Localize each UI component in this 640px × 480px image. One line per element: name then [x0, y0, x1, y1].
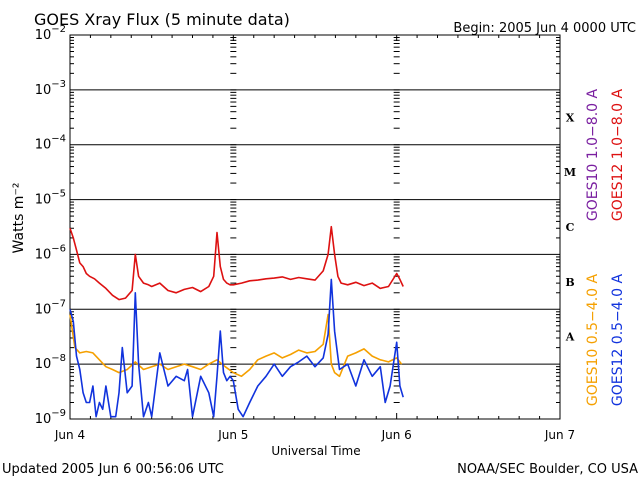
x-tick-label: Jun 5 — [217, 428, 248, 442]
series-line — [69, 278, 404, 418]
y-tick-label: 10−8 — [35, 353, 66, 372]
y-axis-tick-labels: 10−9 10−8 10−7 10−6 10−5 10−4 10−3 10−2 — [35, 24, 66, 427]
flare-class-label: C — [566, 221, 575, 234]
legend-entry: GOES10 1.0−8.0 A — [585, 89, 601, 222]
x-tick-label: Jun 6 — [381, 428, 412, 442]
plot-area — [69, 34, 561, 420]
x-tick-label: Jun 4 — [54, 428, 85, 442]
chart-title: GOES Xray Flux (5 minute data) — [34, 10, 290, 29]
source-credit: NOAA/SEC Boulder, CO USA — [457, 462, 638, 477]
series-line — [69, 225, 404, 301]
legend: GOES10 1.0−8.0 A GOES12 1.0−8.0 A GOES10 0… — [585, 89, 626, 407]
flare-class-label: A — [565, 331, 575, 344]
x-tick-label: Jun 7 — [544, 428, 575, 442]
y-tick-label: 10−3 — [35, 79, 66, 98]
updated-timestamp: Updated 2005 Jun 6 00:56:06 UTC — [2, 462, 224, 477]
legend-entry: GOES10 0.5−4.0 A — [585, 274, 601, 407]
x-axis-label: Universal Time — [271, 444, 360, 458]
y-tick-label: 10−4 — [35, 134, 66, 153]
y-tick-label: 10−2 — [35, 24, 66, 43]
grid — [69, 35, 561, 420]
series-layer — [69, 225, 404, 418]
flare-class-label: X — [566, 111, 575, 124]
y-tick-label: 10−6 — [35, 243, 66, 262]
legend-entry: GOES12 1.0−8.0 A — [610, 89, 626, 222]
flare-class-label: B — [565, 276, 574, 289]
begin-date: Begin: 2005 Jun 4 0000 UTC — [453, 21, 636, 36]
legend-entry: GOES12 0.5−4.0 A — [610, 274, 626, 407]
y-tick-label: 10−5 — [35, 189, 66, 208]
flare-class-labels: A B C M X — [564, 111, 576, 343]
day-divider — [230, 37, 237, 420]
y-tick-label: 10−7 — [35, 298, 66, 317]
flare-class-label: M — [564, 166, 576, 179]
y-tick-label: 10−9 — [35, 408, 66, 427]
edge-minor-ticks — [69, 35, 561, 419]
plot-frame — [69, 34, 561, 420]
y-axis-label: Watts m⁻² — [11, 183, 27, 254]
x-axis-tick-labels: Jun 4 Jun 5 Jun 6 Jun 7 — [54, 428, 575, 442]
